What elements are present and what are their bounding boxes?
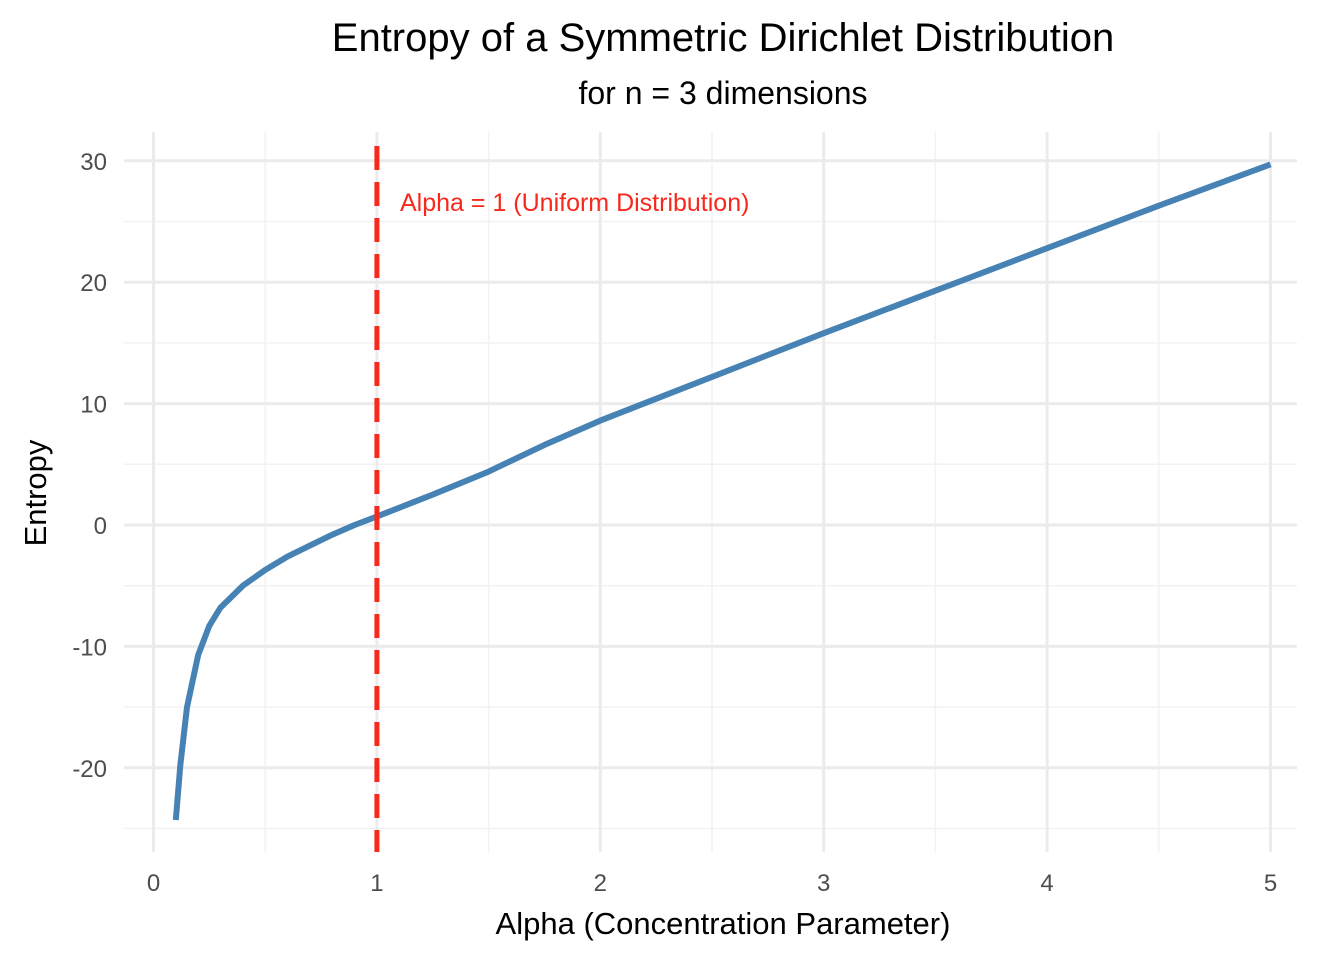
series-layer xyxy=(172,161,1272,821)
y-tick-label: 0 xyxy=(94,513,107,540)
x-tick-label: 3 xyxy=(817,870,830,897)
entropy-series-line xyxy=(172,161,1272,821)
x-axis-title: Alpha (Concentration Parameter) xyxy=(496,906,951,941)
y-tick-label: 30 xyxy=(80,149,107,176)
y-tick-label: 20 xyxy=(80,270,107,297)
x-axis-ticks: 0 1 2 3 4 5 xyxy=(147,870,1277,897)
x-tick-label: 1 xyxy=(370,870,383,897)
chart-title: Entropy of a Symmetric Dirichlet Distrib… xyxy=(332,16,1114,60)
reference-line-label: Alpha = 1 (Uniform Distribution) xyxy=(400,189,749,217)
y-axis-title: Entropy xyxy=(18,439,53,546)
x-tick-label: 2 xyxy=(594,870,607,897)
y-tick-label: -10 xyxy=(72,634,107,661)
x-tick-label: 5 xyxy=(1264,870,1277,897)
x-tick-label: 4 xyxy=(1040,870,1053,897)
x-tick-label: 0 xyxy=(147,870,160,897)
y-tick-label: 10 xyxy=(80,392,107,419)
reference-layer: Alpha = 1 (Uniform Distribution) xyxy=(374,146,749,852)
y-tick-label: -20 xyxy=(72,756,107,783)
chart-subtitle: for n = 3 dimensions xyxy=(578,75,867,111)
y-axis-ticks: -20 -10 0 10 20 30 xyxy=(72,149,107,783)
minor-gridlines xyxy=(124,132,1297,852)
major-gridlines xyxy=(124,132,1297,852)
